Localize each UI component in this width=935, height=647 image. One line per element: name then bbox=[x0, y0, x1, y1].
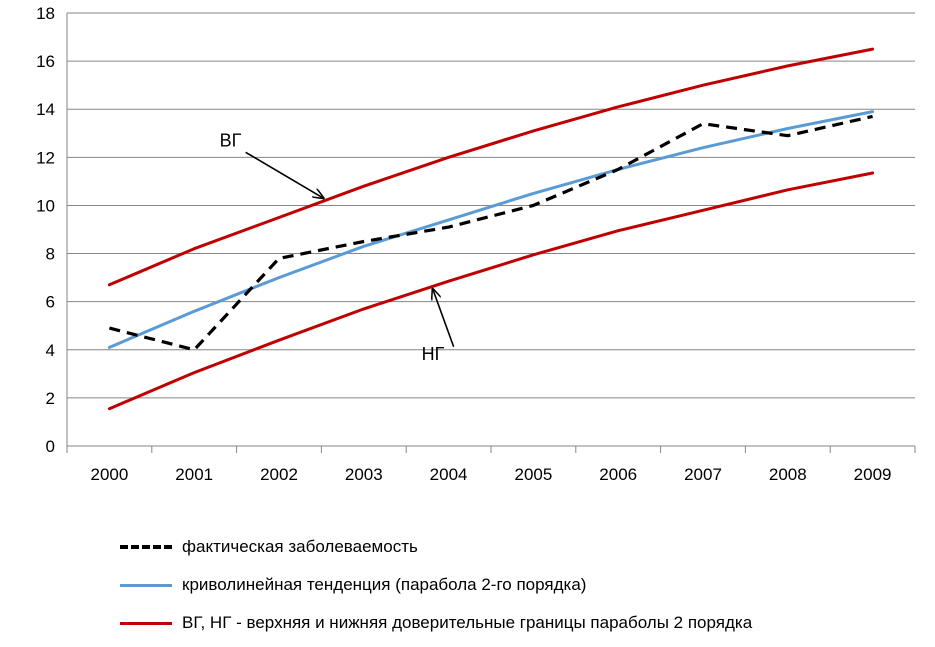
y-tick-label: 8 bbox=[46, 245, 55, 264]
legend-item-bounds: ВГ, НГ - верхняя и нижняя доверительные … bbox=[120, 604, 752, 642]
legend-label-bounds: ВГ, НГ - верхняя и нижняя доверительные … bbox=[182, 613, 753, 632]
y-tick-label: 0 bbox=[46, 437, 55, 456]
legend: фактическая заболеваемость криволинейная… bbox=[120, 528, 752, 642]
y-tick-label: 18 bbox=[36, 4, 55, 23]
x-tick-label: 2007 bbox=[684, 465, 722, 484]
legend-label-trend: криволинейная тенденция (парабола 2-го п… bbox=[182, 575, 587, 594]
x-tick-label: 2004 bbox=[430, 465, 468, 484]
annotation-label-ng: НГ bbox=[422, 344, 445, 364]
line-chart: 0 2 4 6 8 10 12 14 16 18 2000 2001 2002 2003 2004 2005 2… bbox=[36, 4, 916, 484]
y-tick-label: 10 bbox=[36, 196, 55, 215]
legend-label-actual: фактическая заболеваемость bbox=[182, 537, 418, 556]
annotation-arrow-vg bbox=[245, 151, 324, 198]
x-tick-label: 2003 bbox=[345, 465, 383, 484]
series-line-lower bbox=[107, 171, 875, 411]
legend-swatch-actual bbox=[120, 545, 172, 549]
axes: 0 2 4 6 8 10 12 14 16 18 2000 2001 2002 2003 2004 2005 2… bbox=[36, 4, 916, 484]
annotations: ВГ НГ bbox=[220, 130, 455, 364]
x-tick-label: 2000 bbox=[90, 465, 128, 484]
y-tick-label: 16 bbox=[36, 52, 55, 71]
x-tick-label: 2002 bbox=[260, 465, 298, 484]
y-tick-label: 14 bbox=[36, 100, 55, 119]
y-tick-label: 2 bbox=[46, 389, 55, 408]
legend-item-trend: криволинейная тенденция (парабола 2-го п… bbox=[120, 566, 752, 604]
x-tick-label: 2001 bbox=[175, 465, 213, 484]
series-line-actual bbox=[109, 114, 873, 352]
y-tick-label: 12 bbox=[36, 148, 55, 167]
x-tick-label: 2006 bbox=[599, 465, 637, 484]
series-lines bbox=[107, 47, 875, 411]
legend-swatch-trend bbox=[120, 583, 172, 587]
legend-swatch-bounds bbox=[120, 621, 172, 625]
x-tick-label: 2005 bbox=[514, 465, 552, 484]
y-tick-label: 4 bbox=[46, 341, 55, 360]
y-tick-label: 6 bbox=[46, 293, 55, 312]
annotation-label-vg: ВГ bbox=[220, 130, 242, 150]
series-line-upper bbox=[107, 47, 875, 287]
legend-item-actual: фактическая заболеваемость bbox=[120, 528, 752, 566]
x-tick-label: 2009 bbox=[854, 465, 892, 484]
x-tick-label: 2008 bbox=[769, 465, 807, 484]
annotation-arrow-ng bbox=[433, 289, 455, 348]
series-line-trend bbox=[107, 110, 875, 349]
